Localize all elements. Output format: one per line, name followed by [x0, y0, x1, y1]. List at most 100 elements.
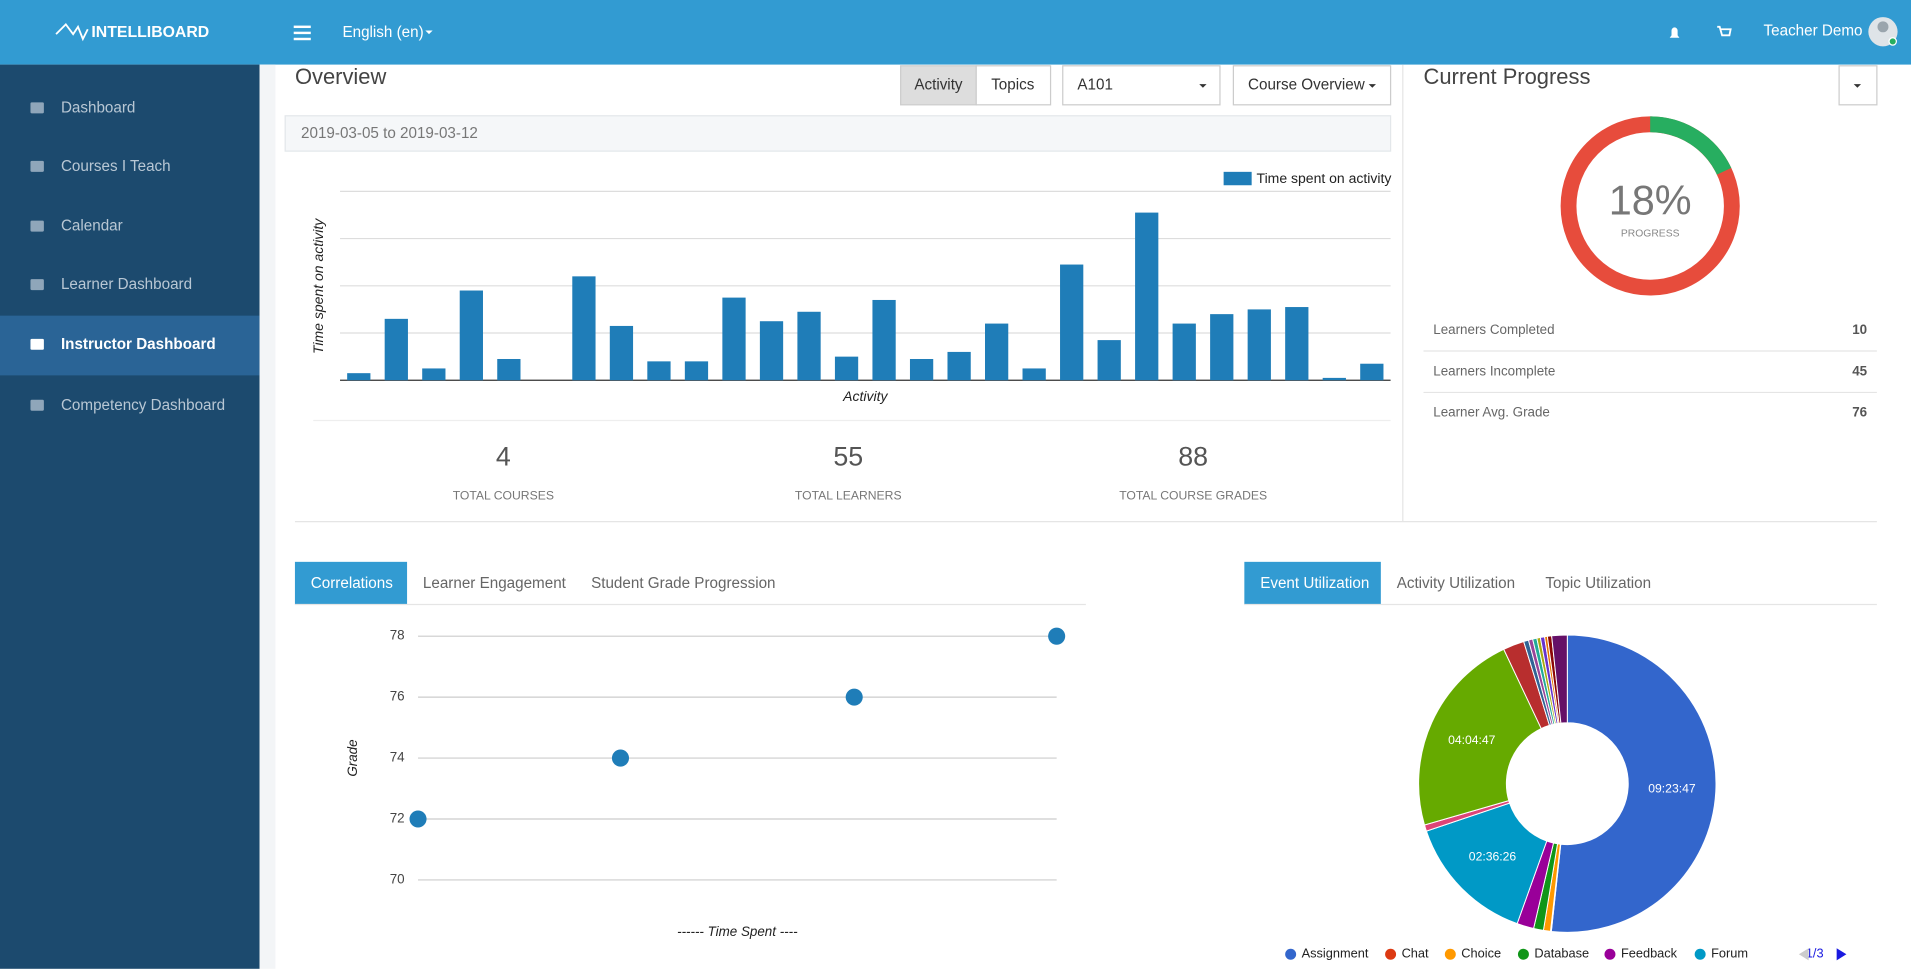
button-label: Topics	[991, 76, 1035, 93]
progress-arc	[1560, 116, 1740, 296]
stat-label: TOTAL COURSE GRADES	[1119, 488, 1267, 502]
slice-label: 04:04:47	[1448, 733, 1496, 747]
view-label: Course Overview	[1248, 76, 1366, 93]
tab[interactable]: Topic Utilization	[1545, 575, 1651, 592]
stat-value: 55	[833, 441, 863, 471]
legend-label: Forum	[1711, 946, 1748, 961]
bell-icon[interactable]	[1669, 27, 1680, 38]
gutter	[259, 64, 276, 969]
tab[interactable]: Student Grade Progression	[591, 575, 775, 592]
menu-icon	[30, 279, 44, 291]
bar	[1097, 340, 1121, 381]
point	[845, 688, 863, 706]
menu-item[interactable]: Courses I Teach	[61, 158, 171, 175]
topics-button[interactable]	[975, 65, 1052, 106]
bar	[1210, 314, 1234, 381]
bar	[497, 358, 521, 381]
menu-item[interactable]: Learner Dashboard	[61, 276, 192, 293]
caret	[1853, 84, 1862, 88]
progress-rows: Learners Completed 10 Learners Incomplete 4…	[1423, 322, 1877, 420]
bar	[609, 325, 634, 381]
cart-icon[interactable]	[1717, 25, 1732, 37]
menu-icon	[30, 220, 44, 232]
progress-title: Current Progress	[1424, 64, 1591, 89]
menu-item[interactable]: Instructor Dashboard	[61, 336, 216, 353]
tab[interactable]: Correlations	[311, 575, 393, 592]
pie-slice	[1418, 648, 1542, 826]
row-value: 45	[1852, 363, 1867, 378]
pie-slice	[1550, 634, 1717, 933]
tab[interactable]: Event Utilization	[1260, 575, 1369, 592]
slice-label: 02:36:26	[1469, 849, 1517, 863]
tab[interactable]: Activity Utilization	[1397, 575, 1515, 592]
progress-caption: PROGRESS	[1621, 229, 1680, 240]
prev-page[interactable]	[1798, 948, 1809, 961]
legend-dot	[1285, 948, 1297, 960]
avatar-head	[1877, 21, 1889, 33]
menu-item[interactable]: Dashboard	[61, 99, 135, 116]
legend-dot	[1444, 948, 1456, 960]
sidebar-menu: Dashboard Courses I Teach Calendar Learner …	[30, 99, 225, 414]
next-page[interactable]	[1836, 948, 1847, 961]
bar	[347, 373, 371, 381]
view-select[interactable]	[1232, 65, 1392, 106]
tab-active[interactable]	[294, 561, 408, 605]
row-label: Learners Incomplete	[1433, 363, 1555, 378]
menu-icon	[30, 338, 44, 350]
bar	[1172, 323, 1196, 381]
caret	[1199, 84, 1207, 88]
status-dot	[1888, 37, 1897, 46]
course-select[interactable]	[1062, 65, 1221, 106]
date-bar	[284, 115, 1392, 152]
row-value: 10	[1852, 322, 1867, 337]
legend-label: Chat	[1402, 946, 1429, 961]
stat-value: 4	[496, 441, 511, 471]
stat-value: 88	[1178, 441, 1208, 471]
menu-item[interactable]: Calendar	[61, 218, 123, 235]
tab-active[interactable]	[1244, 561, 1381, 605]
legend-dot	[1694, 948, 1706, 960]
pie-slice	[1551, 634, 1568, 724]
point	[611, 749, 630, 767]
bar	[647, 361, 671, 381]
language-select[interactable]: English (en)	[342, 24, 423, 41]
bar	[947, 351, 971, 381]
legend-page: 1/3	[1806, 946, 1824, 961]
bar	[872, 299, 896, 381]
legend-label: Choice	[1461, 946, 1501, 961]
legend-dot	[1385, 948, 1397, 960]
y-tick-label: 70	[390, 871, 405, 886]
user-name[interactable]: Teacher Demo	[1764, 23, 1863, 40]
bar	[1022, 368, 1046, 381]
bar	[384, 318, 408, 381]
tabs: Correlations Learner Engagement Student Gr…	[294, 561, 1877, 606]
y-tick-label: 72	[390, 811, 405, 826]
legend-swatch	[1223, 171, 1252, 186]
bar	[1360, 363, 1384, 381]
point	[409, 810, 427, 828]
row-label: Learners Completed	[1433, 322, 1554, 337]
course-label: A101	[1077, 76, 1113, 93]
y-tick-label: 78	[390, 628, 405, 643]
y-axis-label: Time spent on activity	[310, 218, 326, 354]
stat-label: TOTAL COURSES	[453, 488, 554, 502]
tab[interactable]: Learner Engagement	[423, 575, 567, 592]
bar	[459, 290, 483, 381]
bar	[1247, 309, 1271, 381]
y-axis-label: Grade	[345, 739, 360, 776]
button-label: Activity	[914, 76, 963, 93]
brand: INTELLIBOARD	[91, 24, 209, 41]
bar	[797, 311, 821, 381]
menu-button[interactable]	[293, 25, 311, 41]
bar	[759, 321, 784, 381]
legend-label: Feedback	[1621, 946, 1678, 961]
bar	[1135, 212, 1159, 381]
activity-button[interactable]	[900, 65, 977, 106]
menu-item[interactable]: Competency Dashboard	[61, 397, 225, 414]
sidebar	[0, 64, 260, 969]
point	[1048, 627, 1066, 645]
menu-icon	[30, 160, 44, 172]
legend-dot	[1517, 948, 1529, 960]
